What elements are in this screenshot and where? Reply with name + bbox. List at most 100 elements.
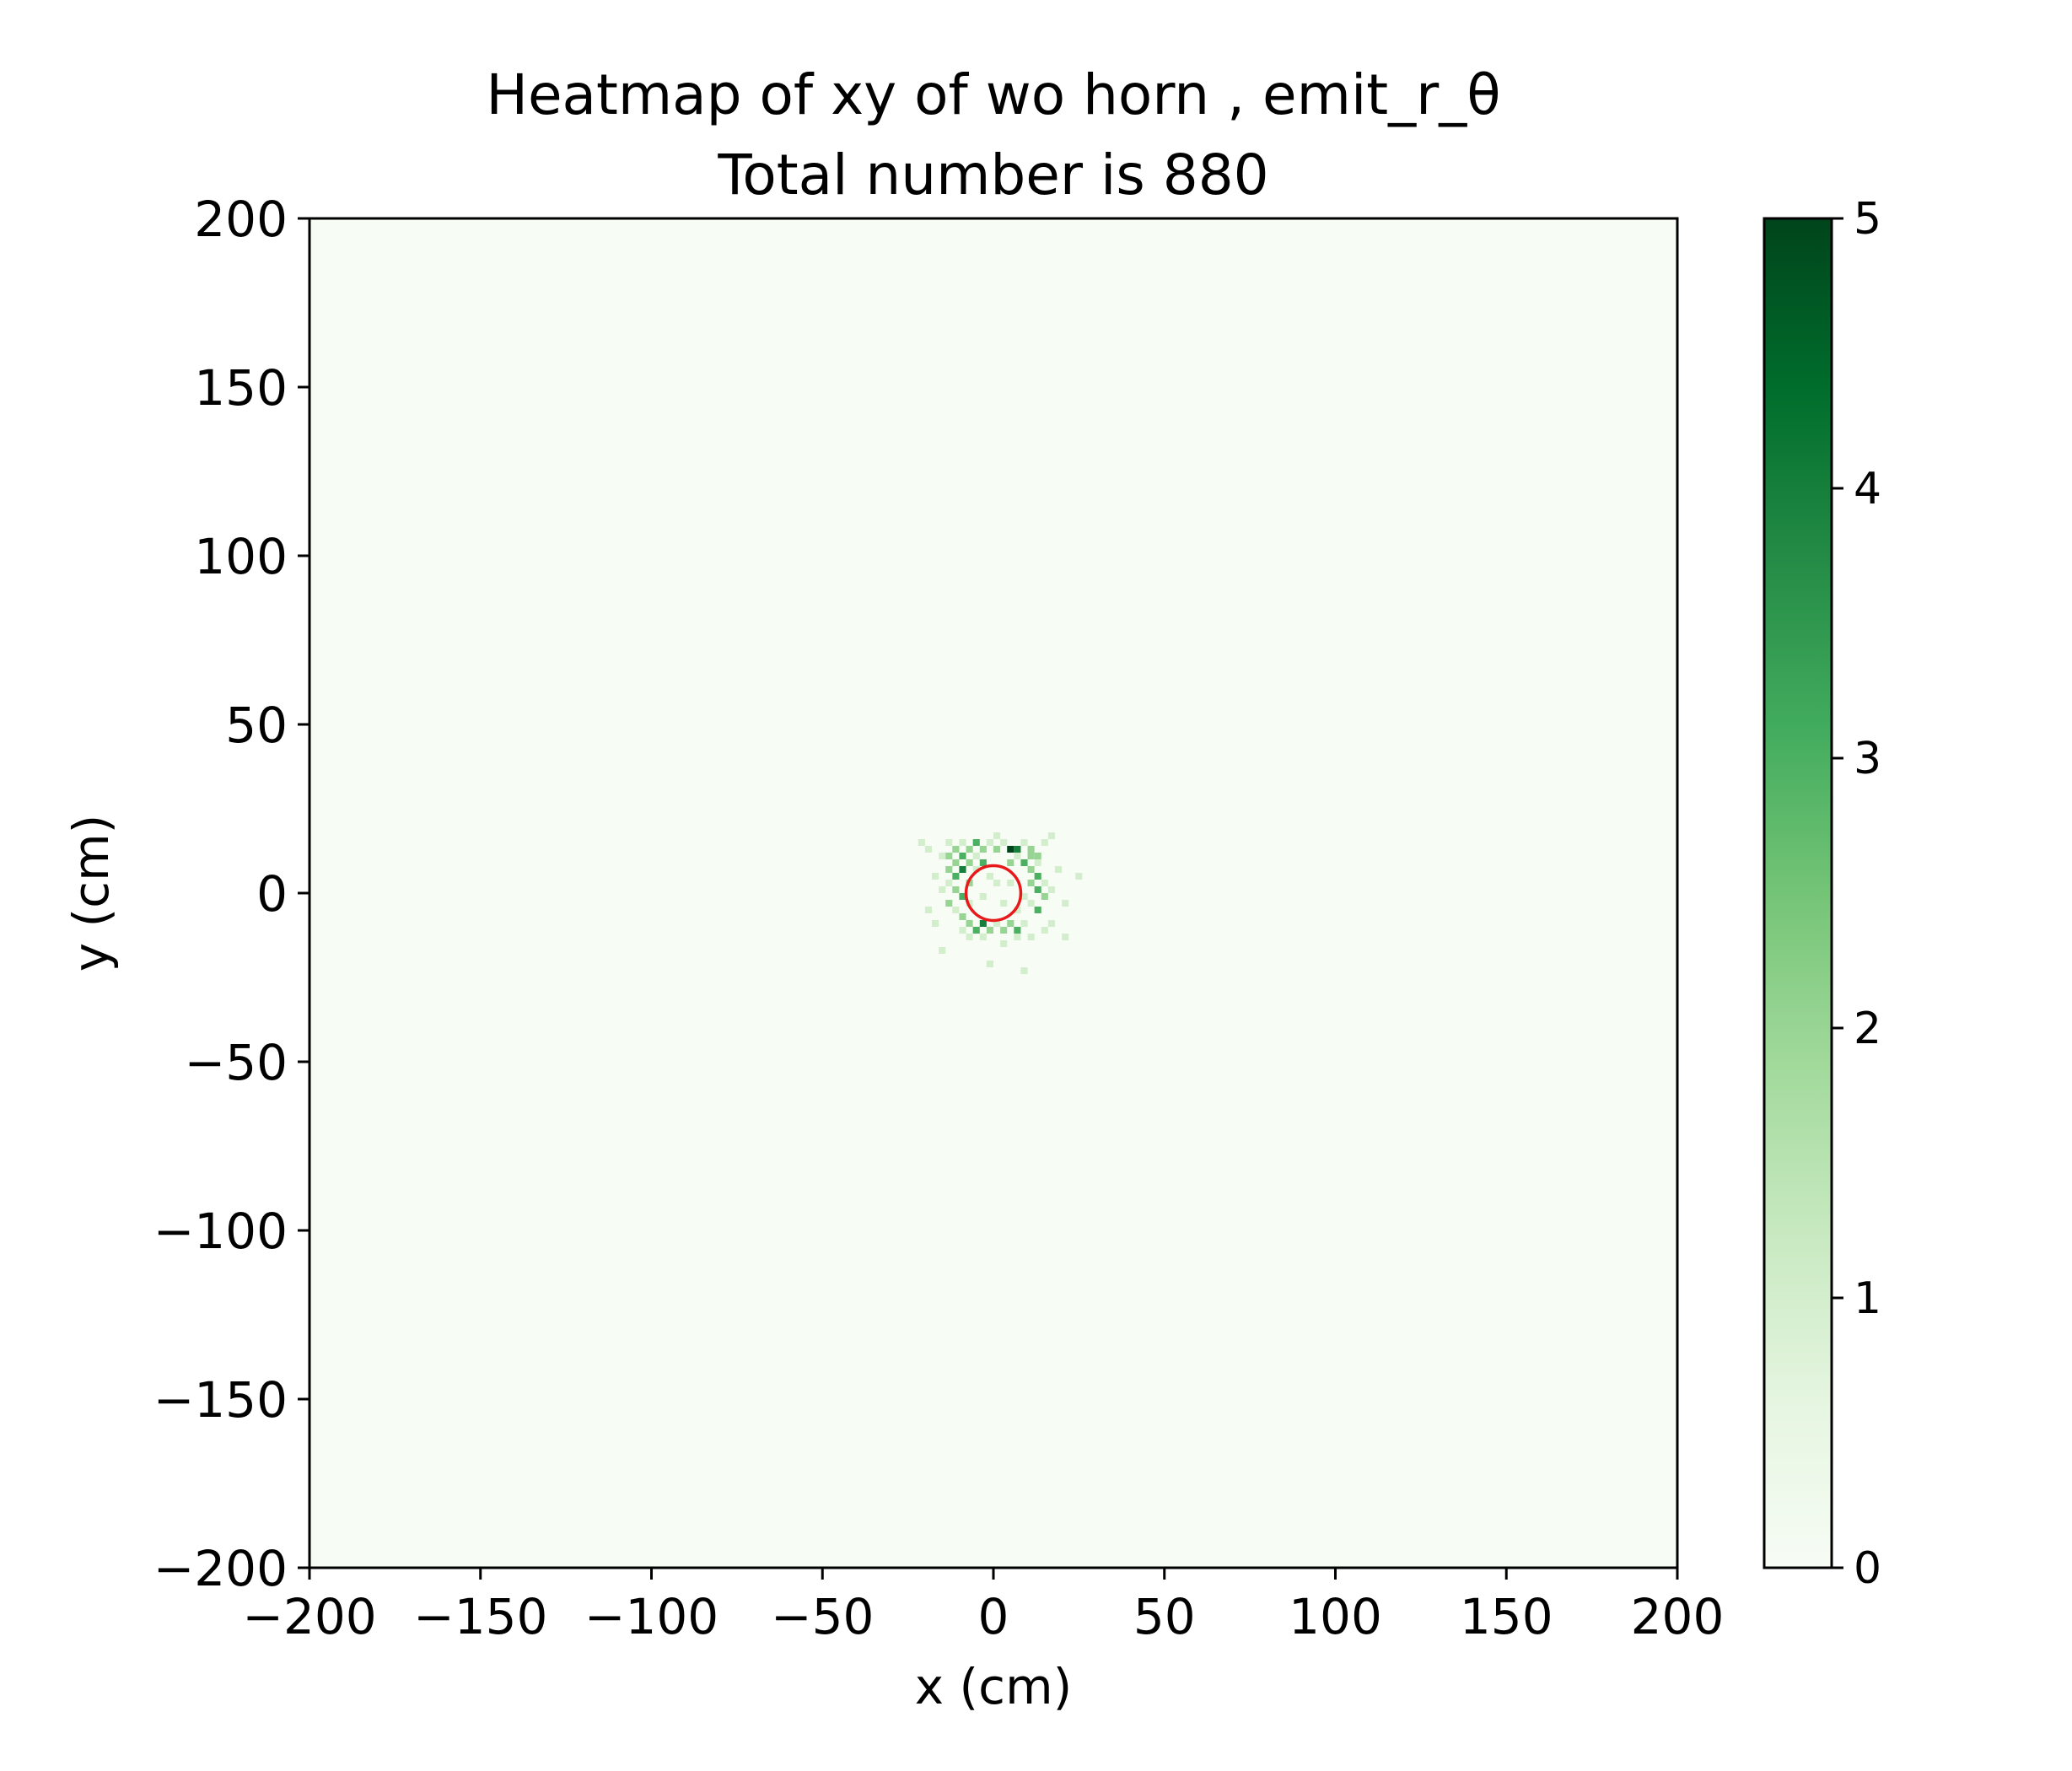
y-tick-label: −100 xyxy=(153,1203,288,1260)
red-circle-annotation xyxy=(964,864,1023,923)
y-tick-label: −200 xyxy=(153,1540,288,1597)
y-tick-label: 200 xyxy=(194,191,288,248)
heatmap-cell xyxy=(1000,900,1008,907)
heatmap-cell xyxy=(1041,893,1048,900)
heatmap-cell xyxy=(972,839,980,846)
heatmap-cell xyxy=(1020,967,1028,974)
heatmap-cell xyxy=(1041,839,1048,846)
heatmap-cell xyxy=(945,866,953,873)
heatmap-cell xyxy=(1062,900,1069,907)
x-tick-label: −200 xyxy=(242,1588,376,1645)
chart-title: Heatmap of xy of wo horn , emit_r_θ xyxy=(486,62,1500,127)
heatmap-cell xyxy=(945,853,953,859)
y-tick-label: 150 xyxy=(194,359,288,417)
heatmap-cell xyxy=(1020,839,1028,846)
heatmap-cell xyxy=(1034,907,1041,913)
x-tick-label: 100 xyxy=(1289,1588,1382,1645)
heatmap-cell xyxy=(979,893,987,900)
plot-area-background xyxy=(309,218,1677,1568)
heatmap-cell xyxy=(1027,880,1035,886)
heatmap-cell xyxy=(1034,886,1041,893)
y-axis-ticks: −200 −150 −100 −50 0 50 100 150 200 xyxy=(153,191,309,1597)
heatmap-cell xyxy=(993,846,1001,853)
colorbar xyxy=(1763,217,1833,1569)
heatmap-cell xyxy=(924,907,933,913)
heatmap-cell xyxy=(966,934,973,940)
heatmap-cell xyxy=(932,920,939,927)
heatmap-cell xyxy=(1000,839,1008,846)
heatmap-cell xyxy=(1020,859,1028,866)
heatmap-cell xyxy=(1014,927,1021,934)
x-tick-label: 50 xyxy=(1133,1588,1196,1645)
heatmap-cell xyxy=(972,853,980,859)
heatmap-cell xyxy=(945,900,953,907)
heatmap-cell xyxy=(1007,859,1014,866)
heatmap-cell xyxy=(986,927,993,934)
x-tick-label: −100 xyxy=(584,1588,718,1645)
heatmap-cell xyxy=(952,873,960,880)
heatmap-cell xyxy=(1041,927,1048,934)
heatmap-cell xyxy=(979,934,987,940)
heatmap-cell xyxy=(972,927,980,934)
heatmap-cell xyxy=(952,846,960,853)
heatmap-cell xyxy=(959,853,966,859)
x-tick-label: 0 xyxy=(978,1588,1009,1645)
heatmap-cell xyxy=(939,947,946,954)
heatmap-cell xyxy=(924,846,933,853)
heatmap-cell xyxy=(1000,940,1008,947)
heatmap-cell xyxy=(1027,866,1035,873)
heatmap-cell xyxy=(966,920,973,927)
x-tick-label: 150 xyxy=(1460,1588,1553,1645)
y-tick-label: −50 xyxy=(185,1034,288,1091)
heatmap-cell xyxy=(966,859,973,866)
colorbar-tick-label: 1 xyxy=(1854,1273,1881,1324)
heatmap-cell xyxy=(1020,920,1028,927)
y-tick-label: −150 xyxy=(153,1371,288,1429)
heatmap-cell xyxy=(959,839,966,846)
heatmap-cell xyxy=(1047,832,1055,839)
annotation-layer xyxy=(964,864,1023,923)
heatmap-cell xyxy=(986,839,993,846)
heatmap-cell xyxy=(1014,934,1021,940)
heatmap-cell xyxy=(1054,866,1063,873)
heatmap-cell xyxy=(1027,846,1035,853)
heatmap-cell xyxy=(1062,934,1069,940)
heatmap-cell xyxy=(959,927,966,934)
heatmap-cell xyxy=(1007,846,1014,853)
heatmap-cell xyxy=(1027,934,1035,940)
x-axis-ticks: −200 −150 −100 −50 0 50 100 150 200 xyxy=(242,1568,1724,1645)
heatmap-cell xyxy=(986,961,993,967)
heatmap-cell xyxy=(918,839,925,846)
x-axis-label: x (cm) xyxy=(915,1658,1072,1715)
colorbar-tick-label: 0 xyxy=(1854,1543,1881,1594)
heatmap-cell xyxy=(972,866,980,873)
colorbar-tick-label: 5 xyxy=(1854,194,1881,245)
heatmap-cell xyxy=(1047,920,1055,927)
heatmap-cell xyxy=(952,907,960,913)
heatmap-cell xyxy=(1075,873,1083,880)
heatmap-cell xyxy=(1047,886,1055,893)
heatmap-cell xyxy=(1034,853,1041,859)
colorbar-ticks: 0 1 2 3 4 5 xyxy=(1832,194,1881,1594)
heatmap-cell xyxy=(993,880,1001,886)
heatmap-cell xyxy=(952,886,960,893)
heatmap-cell xyxy=(1014,846,1021,853)
heatmap-cell xyxy=(959,866,966,873)
x-tick-label: −150 xyxy=(413,1588,547,1645)
heatmap-cell xyxy=(1027,900,1035,907)
y-tick-label: 100 xyxy=(194,528,288,585)
heatmap-cell xyxy=(959,893,966,900)
heatmap-cell xyxy=(979,859,987,866)
heatmap-cell xyxy=(932,873,939,880)
y-tick-label: 50 xyxy=(225,697,288,754)
heatmap-cell xyxy=(1014,907,1021,913)
colorbar-tick-label: 3 xyxy=(1854,734,1881,784)
heatmap-cell xyxy=(1007,920,1014,927)
heatmap-cell xyxy=(945,839,953,846)
y-axis-label: y (cm) xyxy=(62,815,120,972)
heatmap-cell xyxy=(993,920,1001,927)
heatmap-cell xyxy=(1020,893,1028,900)
y-tick-label: 0 xyxy=(256,865,288,923)
heatmap-cell xyxy=(939,886,946,893)
